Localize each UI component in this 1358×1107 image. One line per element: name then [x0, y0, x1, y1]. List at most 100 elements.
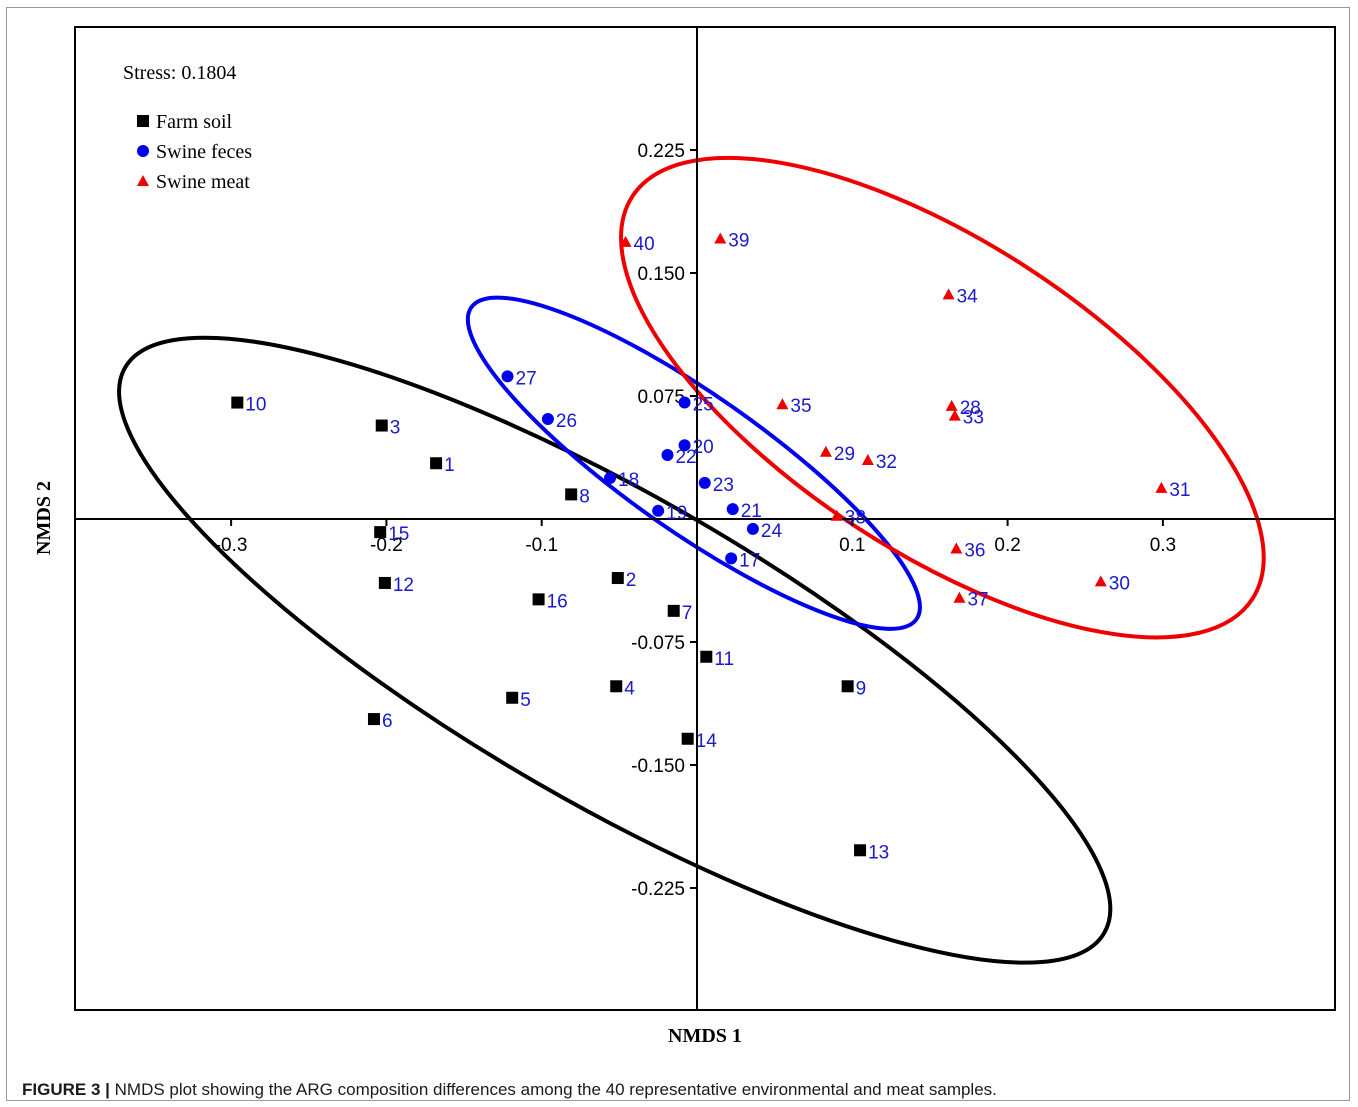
stress-label: Stress: 0.1804: [123, 62, 236, 84]
farm-soil-point-16: [532, 593, 545, 606]
swine-meat-point-40: [619, 235, 632, 247]
farm-soil-point-10: [231, 396, 244, 409]
points-layer: 1234567891011121314151617181920212223242…: [231, 231, 1190, 863]
point-label-14: 14: [696, 731, 718, 752]
point-label-22: 22: [675, 447, 696, 468]
farm-soil-point-14: [681, 732, 694, 745]
point-label-6: 6: [382, 711, 393, 732]
legend-swine-feces-label: Swine feces: [156, 141, 252, 163]
swine-feces-point-20: [678, 439, 691, 452]
point-label-20: 20: [693, 437, 714, 458]
legend-farm-soil-marker: [137, 115, 149, 127]
point-label-33: 33: [963, 408, 984, 429]
point-label-31: 31: [1169, 480, 1190, 501]
point-label-3: 3: [390, 418, 401, 439]
point-label-2: 2: [626, 570, 637, 591]
swine-meat-ellipse: [619, 155, 1266, 640]
farm-soil-point-6: [367, 713, 380, 726]
swine-meat-point-33: [948, 409, 961, 421]
point-label-38: 38: [845, 508, 866, 529]
point-label-30: 30: [1109, 573, 1130, 594]
legend-swine-meat-marker: [137, 175, 149, 186]
farm-soil-point-11: [700, 650, 713, 663]
x-tick-label: -0.3: [215, 535, 248, 556]
y-tick-label: -0.225: [631, 879, 685, 900]
point-label-21: 21: [741, 501, 762, 522]
farm-soil-point-1: [430, 457, 443, 470]
swine-meat-point-34: [942, 288, 955, 300]
point-label-39: 39: [728, 231, 749, 252]
point-label-18: 18: [618, 470, 639, 491]
farm-soil-point-5: [506, 691, 519, 704]
point-label-28: 28: [960, 398, 981, 419]
point-label-11: 11: [714, 649, 734, 670]
point-label-10: 10: [245, 395, 266, 416]
point-label-5: 5: [520, 690, 531, 711]
legend-swine-meat-label: Swine meat: [156, 171, 250, 193]
y-tick-label: -0.150: [631, 756, 685, 777]
farm-soil-point-7: [667, 604, 680, 617]
point-label-1: 1: [444, 455, 455, 476]
point-label-36: 36: [964, 541, 985, 562]
swine-meat-point-31: [1155, 481, 1168, 493]
swine-feces-point-21: [726, 503, 739, 516]
nmds-plot: -0.3 -0.2 -0.1 0.1 0.2 0.3 0.225 0.150 0.075 -0.0…: [33, 26, 1336, 1047]
legend: Farm soil Swine feces Swine meat: [137, 111, 252, 193]
ticks-layer: -0.3 -0.2 -0.1 0.1 0.2 0.3 0.225 0.150 0.075 -0.0…: [215, 141, 1176, 900]
point-label-8: 8: [579, 486, 590, 507]
swine-feces-point-19: [652, 504, 665, 517]
swine-feces-point-23: [698, 476, 711, 489]
swine-feces-point-24: [746, 522, 759, 535]
y-tick-label: -0.075: [631, 633, 685, 654]
point-label-13: 13: [868, 842, 889, 863]
figure-caption: FIGURE 3 | NMDS plot showing the ARG com…: [22, 1080, 997, 1100]
swine-meat-point-29: [819, 445, 832, 457]
farm-soil-point-4: [610, 680, 623, 693]
caption-label: FIGURE 3 |: [22, 1080, 110, 1099]
swine-meat-point-32: [861, 453, 874, 465]
point-label-16: 16: [547, 591, 568, 612]
farm-soil-point-13: [854, 844, 867, 857]
point-label-25: 25: [693, 395, 714, 416]
legend-swine-feces-marker: [137, 145, 149, 157]
point-label-26: 26: [556, 411, 577, 432]
farm-soil-point-15: [374, 526, 387, 539]
point-label-35: 35: [790, 396, 811, 417]
farm-soil-point-8: [565, 488, 578, 501]
caption-text: NMDS plot showing the ARG composition di…: [114, 1080, 997, 1099]
ellipses-layer: [117, 155, 1266, 965]
point-label-34: 34: [957, 286, 979, 307]
farm-soil-point-2: [611, 572, 624, 585]
point-label-12: 12: [393, 575, 414, 596]
farm-soil-point-3: [375, 419, 388, 432]
point-label-40: 40: [634, 234, 655, 255]
swine-feces-point-25: [678, 396, 691, 409]
swine-meat-point-37: [953, 591, 966, 603]
point-label-15: 15: [388, 524, 409, 545]
swine-meat-point-38: [830, 509, 843, 521]
swine-feces-point-26: [541, 412, 554, 425]
y-axis-label: NMDS 2: [33, 481, 55, 555]
x-axis-label: NMDS 1: [668, 1025, 742, 1047]
swine-meat-point-28: [945, 399, 958, 411]
x-tick-label: 0.1: [839, 535, 865, 556]
point-label-32: 32: [876, 452, 897, 473]
point-label-23: 23: [713, 475, 734, 496]
point-label-37: 37: [967, 590, 988, 611]
swine-meat-point-35: [776, 398, 789, 410]
swine-feces-point-18: [604, 472, 617, 484]
point-label-24: 24: [761, 521, 783, 542]
y-tick-label: 0.150: [637, 264, 685, 285]
swine-meat-point-39: [714, 232, 727, 244]
farm-soil-point-12: [378, 576, 391, 589]
swine-feces-point-17: [725, 552, 738, 565]
y-tick-label: 0.075: [637, 387, 685, 408]
y-tick-label: 0.225: [637, 141, 685, 162]
swine-meat-point-30: [1094, 575, 1107, 587]
point-label-9: 9: [856, 678, 867, 699]
farm-soil-ellipse: [117, 335, 1113, 965]
x-tick-label: -0.2: [370, 535, 403, 556]
x-tick-label: -0.1: [525, 535, 558, 556]
legend-farm-soil-label: Farm soil: [156, 111, 233, 133]
x-tick-label: 0.3: [1150, 535, 1176, 556]
